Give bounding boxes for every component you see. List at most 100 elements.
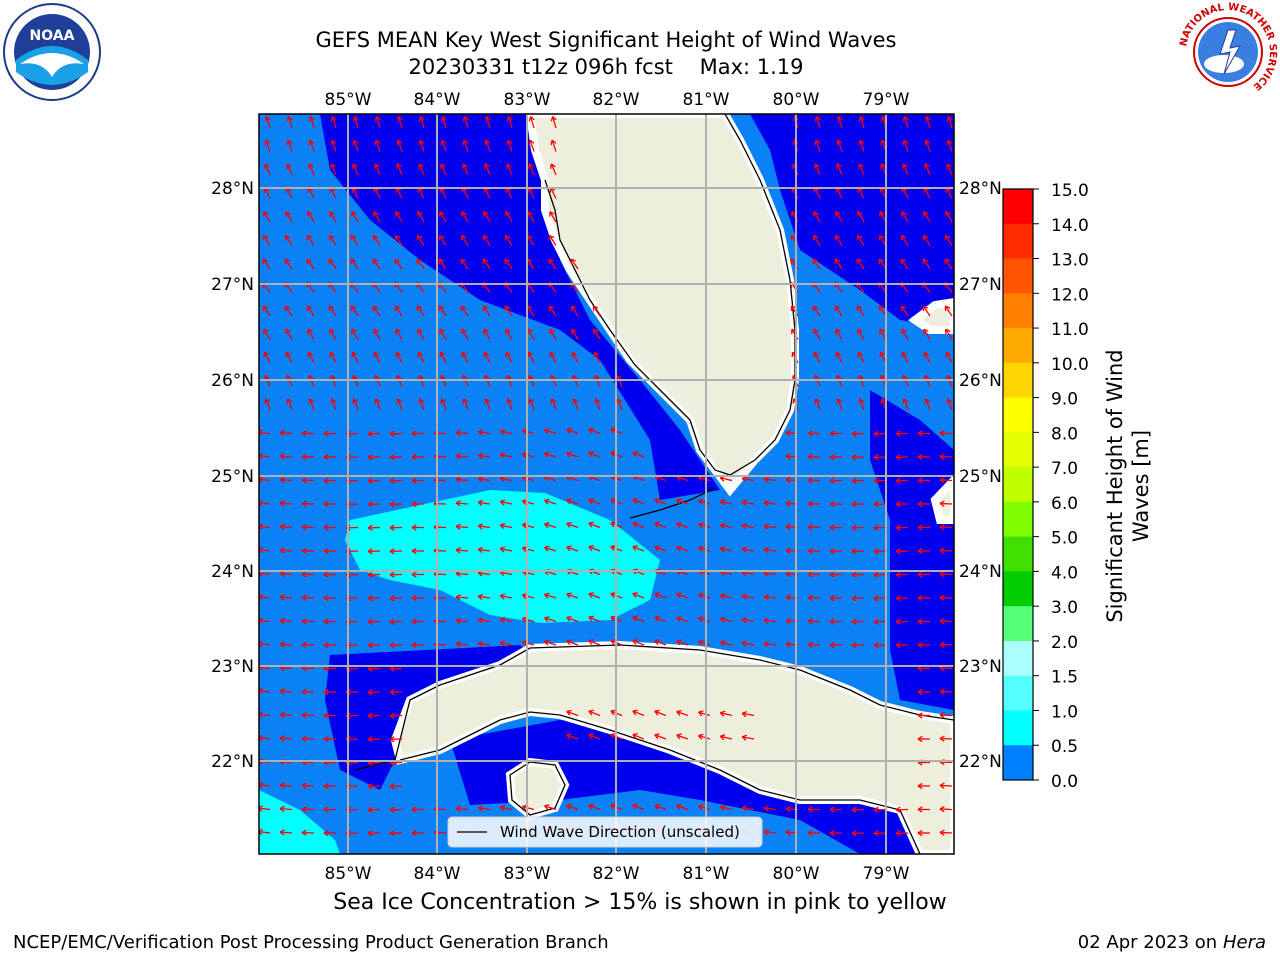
wind-wave-arrow: [837, 398, 843, 411]
wind-wave-arrow: [878, 305, 887, 317]
colorbar-tick-label: 9.0: [1051, 390, 1078, 410]
wind-wave-arrow: [416, 235, 425, 246]
wind-wave-arrow-head: [439, 351, 446, 358]
wind-wave-arrow-head: [411, 829, 417, 837]
wind-wave-arrow-head: [588, 615, 594, 622]
wind-wave-arrow-head: [506, 139, 513, 146]
wind-wave-arrow-head: [417, 351, 424, 358]
wind-wave-arrow-head: [499, 546, 506, 553]
wind-wave-arrow: [507, 398, 513, 411]
wind-wave-arrow-head: [878, 305, 885, 312]
wind-wave-arrow: [500, 477, 513, 482]
wind-wave-arrow: [632, 710, 645, 717]
wind-wave-arrow: [944, 305, 953, 317]
wind-wave-arrow-head: [807, 806, 813, 813]
wind-wave-arrow: [461, 352, 469, 364]
wind-wave-arrow-head: [785, 617, 791, 625]
wind-wave-arrow-head: [411, 477, 417, 484]
wind-wave-arrow-head: [857, 351, 864, 358]
wind-wave-arrow-head: [550, 398, 557, 404]
wind-wave-arrow: [923, 352, 931, 364]
wind-wave-arrow-head: [901, 351, 908, 358]
wind-wave-arrow: [835, 211, 843, 223]
wind-wave-arrow: [813, 211, 821, 223]
wind-wave-arrow-head: [477, 523, 483, 530]
wind-wave-arrow-head: [417, 163, 424, 169]
wind-wave-arrow-head: [279, 829, 285, 836]
wind-wave-arrow: [720, 618, 733, 623]
wind-wave-arrow-head: [741, 546, 748, 553]
wind-wave-arrow-head: [939, 477, 945, 484]
lat-label-left: 22°N: [211, 752, 254, 772]
wind-wave-arrow-head: [895, 454, 901, 461]
wind-wave-arrow: [478, 595, 491, 599]
wind-wave-arrow: [922, 305, 931, 317]
wind-wave-arrow-head: [301, 618, 307, 625]
wind-wave-arrow-head: [411, 500, 417, 508]
wind-wave-arrow: [566, 593, 579, 599]
wind-wave-arrow: [588, 804, 601, 811]
wind-wave-arrow: [279, 478, 293, 482]
wind-wave-arrow-head: [829, 641, 835, 649]
wind-wave-arrow-head: [856, 258, 862, 265]
wind-wave-arrow-head: [323, 806, 329, 813]
wind-wave-arrow: [588, 710, 601, 717]
wind-wave-arrow: [939, 643, 953, 646]
wind-wave-arrow-head: [389, 736, 395, 743]
lon-label-top: 81°W: [683, 90, 730, 110]
wind-wave-arrow-head: [873, 642, 879, 649]
wind-wave-arrow-head: [259, 617, 263, 624]
wind-wave-arrow-head: [895, 595, 901, 602]
wind-wave-arrow-head: [763, 805, 769, 812]
wind-wave-arrow-head: [785, 547, 791, 554]
wind-wave-arrow-head: [654, 615, 660, 622]
wind-wave-arrow-head: [588, 803, 594, 810]
wind-wave-arrow-head: [259, 523, 263, 530]
wind-wave-arrow: [441, 139, 447, 152]
wind-wave-arrow: [417, 352, 425, 364]
wind-wave-arrow: [529, 116, 535, 129]
wind-wave-arrow-head: [477, 546, 483, 553]
wind-wave-arrow-head: [323, 500, 329, 508]
wind-wave-arrow-head: [367, 548, 373, 555]
wind-wave-arrow-head: [917, 782, 923, 790]
wind-wave-arrow: [373, 328, 381, 340]
wind-wave-arrow: [550, 187, 557, 199]
wind-wave-arrow-head: [785, 805, 791, 813]
wind-wave-arrow-head: [323, 430, 329, 437]
nws-logo: NATIONAL WEATHER SERVICE: [1178, 2, 1278, 106]
wind-wave-arrow: [331, 139, 337, 152]
wind-wave-arrow-head: [323, 782, 329, 790]
wind-wave-arrow: [764, 807, 777, 811]
wind-wave-arrow-head: [350, 258, 356, 265]
wind-wave-arrow: [478, 501, 491, 505]
wind-wave-arrow: [439, 352, 447, 364]
colorbar-swatch: [1003, 362, 1033, 399]
wind-wave-arrow: [259, 572, 271, 576]
wind-wave-arrow-head: [279, 453, 285, 460]
wind-wave-arrow: [654, 522, 667, 529]
wind-wave-arrow-head: [389, 477, 395, 484]
wind-wave-arrow: [259, 736, 271, 740]
wind-wave-arrow-head: [440, 398, 447, 404]
wind-wave-arrow: [306, 235, 315, 246]
wind-wave-arrow-head: [813, 351, 820, 358]
wind-wave-arrow-head: [550, 139, 557, 146]
wind-wave-arrow: [522, 429, 535, 435]
wind-wave-arrow-head: [939, 806, 945, 813]
wind-wave-arrow: [504, 258, 513, 270]
wind-wave-arrow-head: [719, 546, 726, 553]
wind-wave-arrow-head: [807, 571, 813, 578]
wind-wave-arrow: [676, 617, 689, 623]
wind-wave-arrow: [548, 258, 557, 270]
wind-wave-arrow: [478, 454, 491, 458]
wind-wave-arrow-head: [279, 523, 285, 531]
wind-wave-arrow-head: [946, 398, 953, 404]
wind-wave-arrow: [506, 187, 513, 199]
deep-blue-region-east: [870, 390, 954, 710]
wind-wave-arrow-head: [389, 571, 395, 578]
wind-wave-arrow: [676, 734, 689, 740]
wind-wave-arrow: [526, 258, 535, 270]
colorbar-tick-label: 11.0: [1051, 320, 1089, 340]
wind-wave-arrow-head: [544, 498, 550, 505]
